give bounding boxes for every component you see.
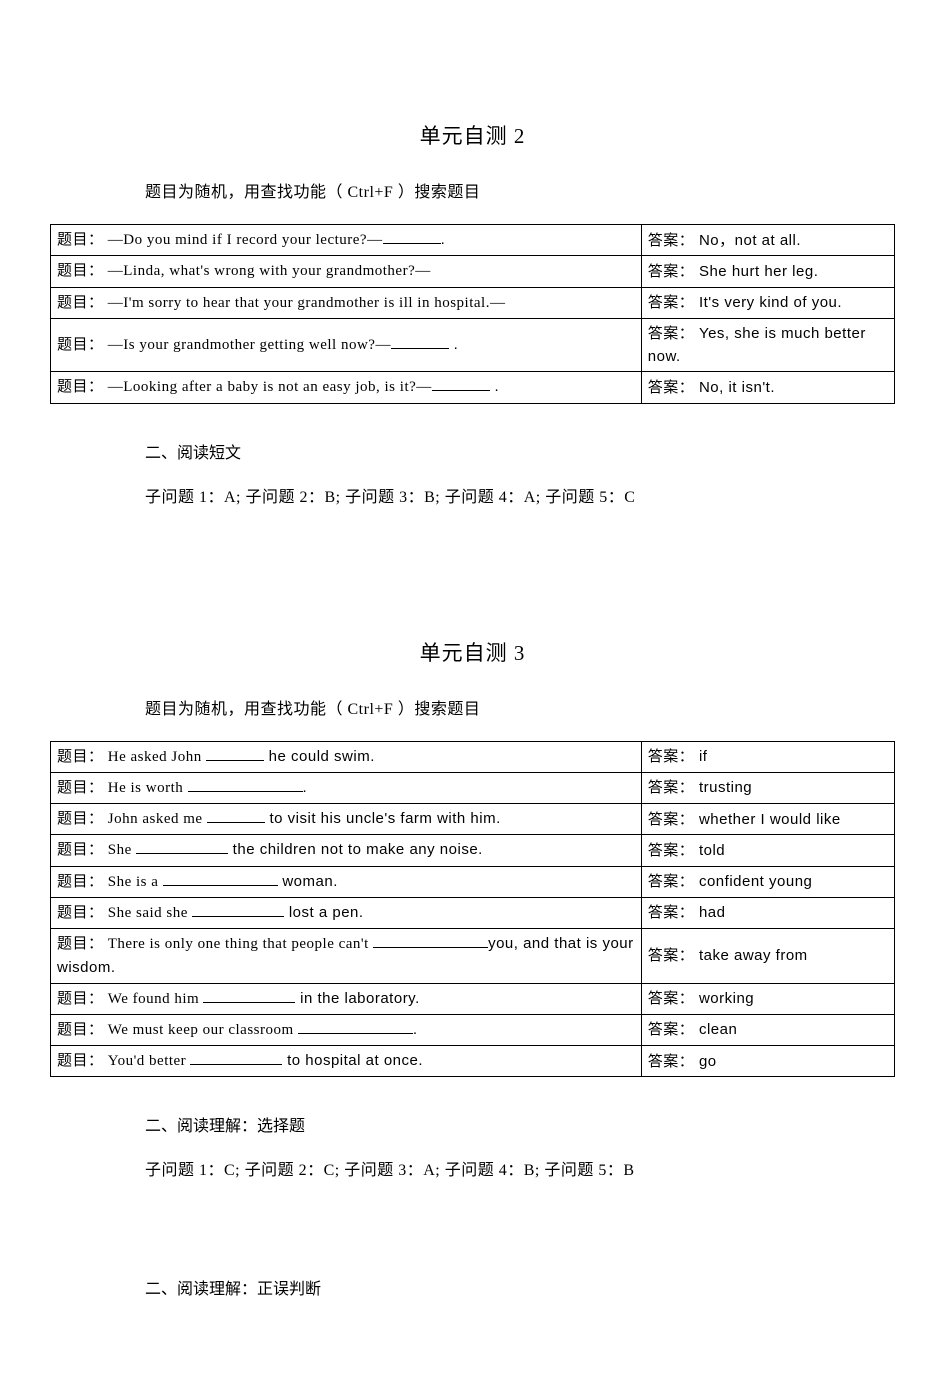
question-cell: 题目： —Linda, what's wrong with your grand… <box>51 256 642 287</box>
answer-cell: 答案： go <box>641 1046 894 1077</box>
fill-blank <box>206 745 264 760</box>
answer-cell: 答案： trusting <box>641 772 894 803</box>
fill-blank <box>383 229 441 244</box>
unit2-reading-answers: 子问题 1：A; 子问题 2：B; 子问题 3：B; 子问题 4：A; 子问题 … <box>145 483 895 507</box>
question-text: 题目： We found him <box>57 991 203 1007</box>
question-cell: 题目： —I'm sorry to hear that your grandmo… <box>51 287 642 318</box>
question-text: 题目： You'd better <box>57 1053 190 1069</box>
table-row: 题目： John asked me to visit his uncle's f… <box>51 804 895 835</box>
answer-cell: 答案： whether I would like <box>641 804 894 835</box>
table-row: 题目： She the children not to make any noi… <box>51 835 895 866</box>
question-cell: 题目： He asked John he could swim. <box>51 741 642 772</box>
unit3-reading-mc-label: 二、阅读理解：选择题 <box>145 1112 895 1136</box>
question-text-post: to hospital at once. <box>282 1052 423 1069</box>
fill-blank <box>298 1019 413 1034</box>
fill-blank <box>203 987 295 1002</box>
question-text: 题目： —Looking after a baby is not an easy… <box>57 379 432 395</box>
question-cell: 题目： She the children not to make any noi… <box>51 835 642 866</box>
question-cell: 题目： She said she lost a pen. <box>51 897 642 928</box>
table-row: 题目： —I'm sorry to hear that your grandmo… <box>51 287 895 318</box>
answer-cell: 答案： if <box>641 741 894 772</box>
question-text-post: in the laboratory. <box>295 990 419 1007</box>
unit2-reading-label: 二、阅读短文 <box>145 439 895 463</box>
fill-blank <box>207 808 265 823</box>
question-text: 题目： —I'm sorry to hear that your grandmo… <box>57 295 505 311</box>
spacer <box>50 1220 895 1265</box>
question-text-post: . <box>413 1021 418 1038</box>
question-text-post: to visit his uncle's farm with him. <box>265 810 501 827</box>
table-row: 题目： He asked John he could swim.答案： if <box>51 741 895 772</box>
question-cell: 题目： We found him in the laboratory. <box>51 983 642 1014</box>
answer-cell: 答案： confident young <box>641 866 894 897</box>
question-text-post: . <box>490 378 499 395</box>
question-text: 题目： She is a <box>57 874 163 890</box>
answer-cell: 答案： She hurt her leg. <box>641 256 894 287</box>
table-row: 题目： There is only one thing that people … <box>51 929 895 984</box>
unit2-table: 题目： —Do you mind if I record your lectur… <box>50 224 895 404</box>
question-cell: 题目： She is a woman. <box>51 866 642 897</box>
question-text: 题目： We must keep our classroom <box>57 1022 298 1038</box>
question-text-post: woman. <box>278 873 338 890</box>
question-text-post: lost a pen. <box>284 904 363 921</box>
answer-cell: 答案： It's very kind of you. <box>641 287 894 318</box>
question-text: 题目： John asked me <box>57 811 207 827</box>
answer-cell: 答案： clean <box>641 1014 894 1045</box>
table-row: 题目： He is worth .答案： trusting <box>51 772 895 803</box>
question-cell: 题目： There is only one thing that people … <box>51 929 642 984</box>
question-text: 题目： He is worth <box>57 780 188 796</box>
unit2-title: 单元自测 2 <box>50 120 895 150</box>
question-text-post: . <box>449 336 458 353</box>
question-text-post: the children not to make any noise. <box>228 841 483 858</box>
question-text: 题目： There is only one thing that people … <box>57 936 373 952</box>
question-text-post: . <box>303 779 308 796</box>
fill-blank <box>192 902 284 917</box>
fill-blank <box>190 1050 282 1065</box>
table-row: 题目： —Is your grandmother getting well no… <box>51 318 895 372</box>
unit3-instruction: 题目为随机，用查找功能（ Ctrl+F ）搜索题目 <box>145 695 895 719</box>
question-cell: 题目： He is worth . <box>51 772 642 803</box>
answer-cell: 答案： take away from <box>641 929 894 984</box>
question-text-post: . <box>441 231 446 248</box>
question-text: 题目： —Do you mind if I record your lectur… <box>57 232 383 248</box>
spacer <box>50 547 895 617</box>
fill-blank <box>188 777 303 792</box>
table-row: 题目： She said she lost a pen.答案： had <box>51 897 895 928</box>
unit2-instruction: 题目为随机，用查找功能（ Ctrl+F ）搜索题目 <box>145 178 895 202</box>
question-cell: 题目： We must keep our classroom . <box>51 1014 642 1045</box>
table-row: 题目： We found him in the laboratory.答案： w… <box>51 983 895 1014</box>
table-row: 题目： —Linda, what's wrong with your grand… <box>51 256 895 287</box>
question-cell: 题目： John asked me to visit his uncle's f… <box>51 804 642 835</box>
unit3-reading-tf-label: 二、阅读理解：正误判断 <box>145 1275 895 1299</box>
question-cell: 题目： —Looking after a baby is not an easy… <box>51 372 642 403</box>
table-row: 题目： —Do you mind if I record your lectur… <box>51 225 895 256</box>
question-text: 题目： —Linda, what's wrong with your grand… <box>57 263 431 279</box>
question-text-post: he could swim. <box>264 748 375 765</box>
question-cell: 题目： —Do you mind if I record your lectur… <box>51 225 642 256</box>
answer-cell: 答案： working <box>641 983 894 1014</box>
question-text: 题目： She said she <box>57 905 192 921</box>
unit3-reading-mc-answers: 子问题 1：C; 子问题 2：C; 子问题 3：A; 子问题 4：B; 子问题 … <box>145 1156 895 1180</box>
answer-cell: 答案： had <box>641 897 894 928</box>
unit3-title: 单元自测 3 <box>50 637 895 667</box>
question-text: 题目： He asked John <box>57 749 206 765</box>
answer-cell: 答案： No，not at all. <box>641 225 894 256</box>
question-text: 题目： —Is your grandmother getting well no… <box>57 337 391 353</box>
answer-cell: 答案： Yes, she is much better now. <box>641 318 894 372</box>
fill-blank <box>136 839 228 854</box>
question-cell: 题目： —Is your grandmother getting well no… <box>51 318 642 372</box>
question-cell: 题目： You'd better to hospital at once. <box>51 1046 642 1077</box>
unit3-table: 题目： He asked John he could swim.答案： if题目… <box>50 741 895 1078</box>
answer-cell: 答案： No, it isn't. <box>641 372 894 403</box>
table-row: 题目： —Looking after a baby is not an easy… <box>51 372 895 403</box>
table-row: 题目： We must keep our classroom .答案： clea… <box>51 1014 895 1045</box>
fill-blank <box>163 870 278 885</box>
fill-blank <box>391 334 449 349</box>
table-row: 题目： You'd better to hospital at once.答案：… <box>51 1046 895 1077</box>
answer-cell: 答案： told <box>641 835 894 866</box>
fill-blank <box>432 376 490 391</box>
question-text: 题目： She <box>57 842 136 858</box>
table-row: 题目： She is a woman.答案： confident young <box>51 866 895 897</box>
fill-blank <box>373 933 488 948</box>
